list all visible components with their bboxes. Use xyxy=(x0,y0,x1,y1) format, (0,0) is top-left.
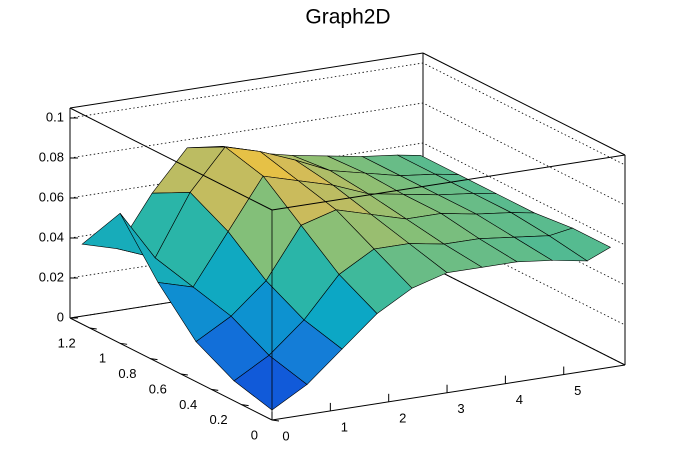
x-tick-label: 4 xyxy=(516,392,523,407)
surface-cell xyxy=(233,354,308,411)
box-edge xyxy=(422,52,626,156)
y-tick xyxy=(271,419,280,422)
box-edge xyxy=(271,154,626,211)
y-tick xyxy=(211,388,219,391)
z-tick-label: 0.08 xyxy=(39,149,64,164)
y-tick xyxy=(180,373,188,376)
box-edge xyxy=(69,52,424,109)
x-tick-label: 3 xyxy=(457,401,464,416)
y-axis xyxy=(69,317,273,421)
x-axis xyxy=(271,364,626,421)
y-tick xyxy=(89,327,97,330)
box-edge xyxy=(422,262,626,366)
y-tick xyxy=(150,358,158,361)
x-tick-label: 0 xyxy=(282,428,289,443)
chart-title: Graph2D xyxy=(305,6,390,29)
y-tick xyxy=(241,404,249,407)
z-tick-label: 0.1 xyxy=(46,109,64,124)
y-tick-label: 0.6 xyxy=(149,381,167,396)
z-tick-label: 0.06 xyxy=(39,189,64,204)
y-tick-label: 0 xyxy=(251,427,258,442)
box-edge xyxy=(69,107,273,211)
y-tick-label: 0.4 xyxy=(179,397,197,412)
z-tick-label: 0.02 xyxy=(39,269,64,284)
x-tick-label: 1 xyxy=(341,419,348,434)
y-tick-label: 1 xyxy=(99,351,106,366)
z-tick-label: 0 xyxy=(57,309,64,324)
z-tick-label: 0.04 xyxy=(39,229,64,244)
y-tick-label: 0.2 xyxy=(210,412,228,427)
y-tick xyxy=(120,342,128,345)
y-tick-label: 0.8 xyxy=(118,366,136,381)
y-tick-label: 1.2 xyxy=(58,335,76,350)
x-tick-label: 5 xyxy=(574,383,581,398)
x-tick-label: 2 xyxy=(399,410,406,425)
